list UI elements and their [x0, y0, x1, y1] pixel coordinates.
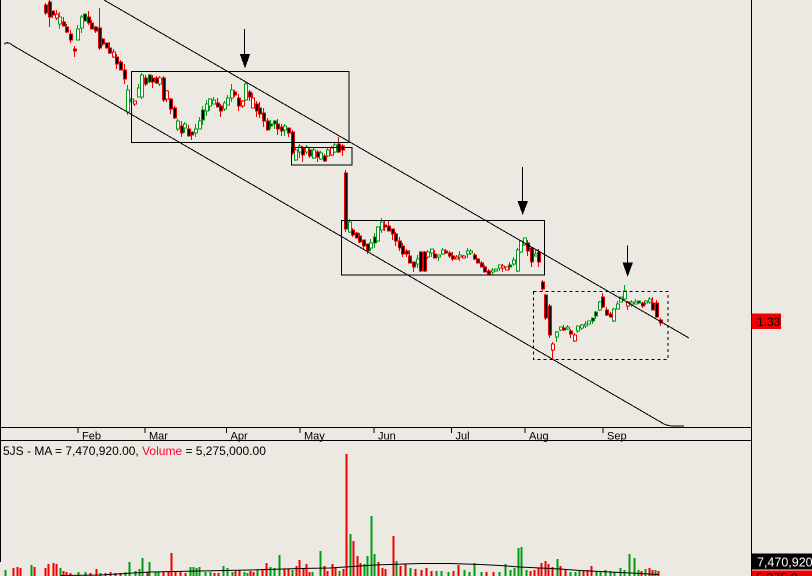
svg-text:Aug: Aug: [529, 431, 549, 443]
svg-text:Feb: Feb: [82, 431, 101, 443]
svg-text:Sep: Sep: [607, 431, 627, 443]
svg-text:Jun: Jun: [378, 431, 396, 443]
svg-text:May: May: [304, 431, 325, 443]
svg-text:1.33: 1.33: [757, 315, 781, 329]
svg-text:7,470,920: 7,470,920: [757, 556, 812, 570]
svg-text:5,275,0: 5,275,0: [756, 571, 798, 576]
svg-text:Apr: Apr: [231, 431, 248, 443]
svg-text:Mar: Mar: [149, 431, 168, 443]
svg-text:5JS - MA = 7,470,920.00, Volum: 5JS - MA = 7,470,920.00, Volume = 5,275,…: [3, 444, 266, 458]
svg-text:Jul: Jul: [456, 431, 470, 443]
